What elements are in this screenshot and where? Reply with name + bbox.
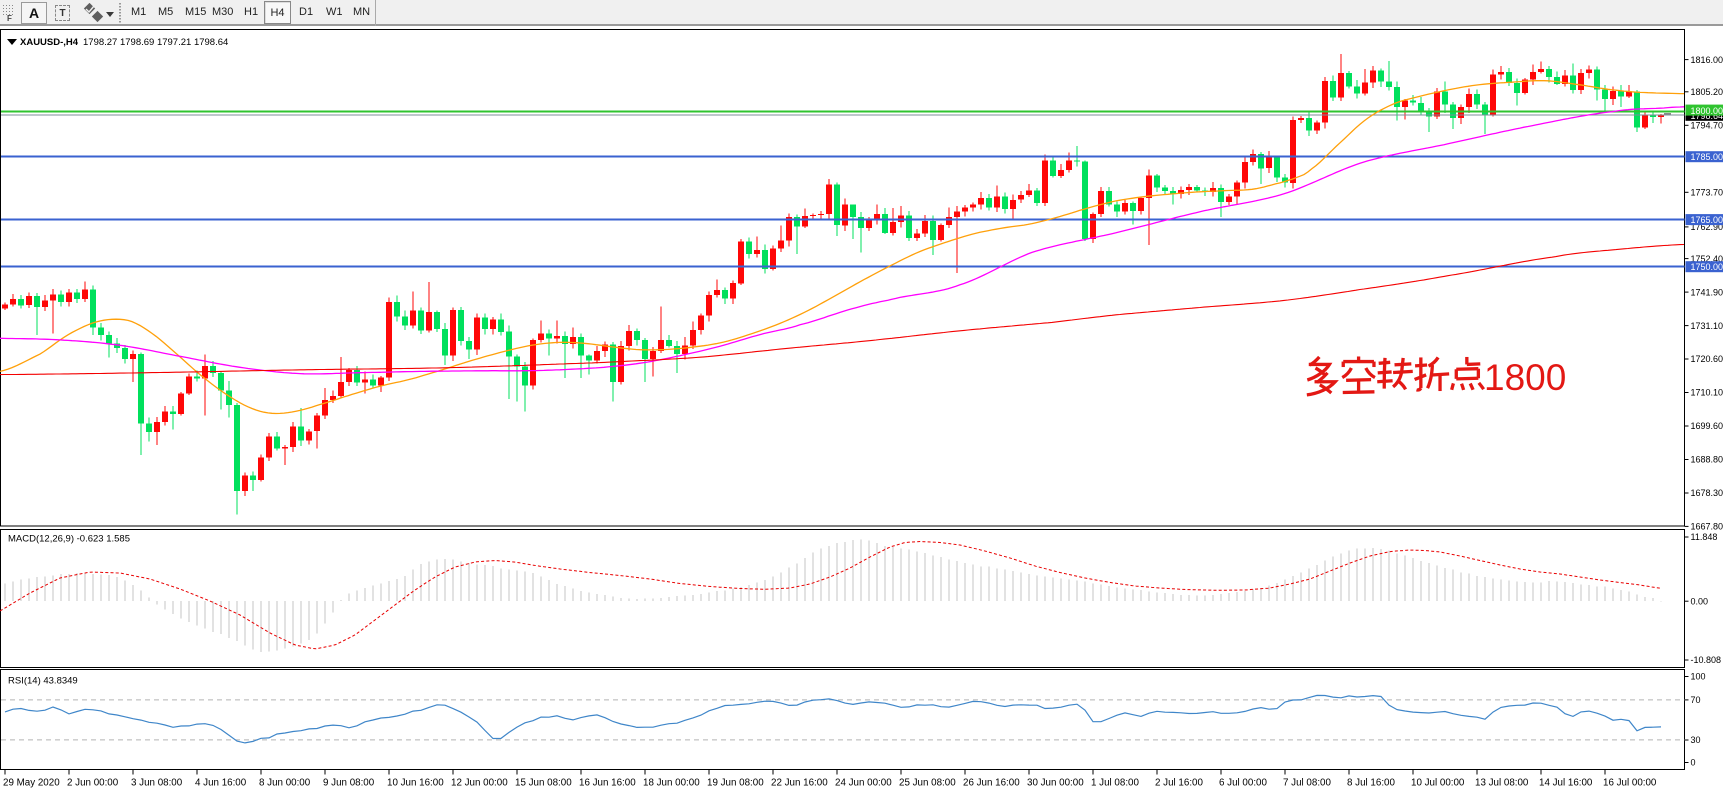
svg-text:2 Jun 00:00: 2 Jun 00:00 — [67, 778, 119, 789]
svg-text:19 Jun 08:00: 19 Jun 08:00 — [707, 778, 764, 789]
svg-text:100: 100 — [1691, 672, 1706, 682]
svg-text:15 Jun 08:00: 15 Jun 08:00 — [515, 778, 572, 789]
svg-text:1667.80: 1667.80 — [1691, 522, 1723, 532]
svg-text:2 Jul 16:00: 2 Jul 16:00 — [1155, 778, 1203, 789]
svg-text:1800: 1800 — [1484, 357, 1566, 398]
svg-text:7 Jul 08:00: 7 Jul 08:00 — [1283, 778, 1331, 789]
svg-text:1699.60: 1699.60 — [1691, 421, 1723, 431]
svg-text:22 Jun 16:00: 22 Jun 16:00 — [771, 778, 828, 789]
svg-text:MACD(12,26,9) -0.623 1.585: MACD(12,26,9) -0.623 1.585 — [8, 534, 130, 545]
svg-text:29 May 2020: 29 May 2020 — [3, 778, 60, 789]
svg-text:-10.808: -10.808 — [1691, 655, 1722, 665]
svg-text:0.00: 0.00 — [1691, 596, 1709, 606]
svg-text:1710.10: 1710.10 — [1691, 388, 1723, 398]
svg-text:14 Jul 16:00: 14 Jul 16:00 — [1539, 778, 1593, 789]
svg-text:18 Jun 00:00: 18 Jun 00:00 — [643, 778, 700, 789]
svg-text:11.848: 11.848 — [1691, 532, 1718, 542]
svg-text:70: 70 — [1691, 695, 1701, 705]
svg-text:30 Jun 00:00: 30 Jun 00:00 — [1027, 778, 1084, 789]
svg-text:1800.00: 1800.00 — [1691, 106, 1723, 116]
svg-text:13 Jul 08:00: 13 Jul 08:00 — [1475, 778, 1529, 789]
svg-text:30: 30 — [1691, 735, 1701, 745]
svg-text:0: 0 — [1691, 758, 1696, 768]
svg-text:1798.27 1798.69 1797.21 1798.6: 1798.27 1798.69 1797.21 1798.64 — [83, 37, 228, 48]
svg-text:1720.60: 1720.60 — [1691, 354, 1723, 364]
svg-text:1688.80: 1688.80 — [1691, 455, 1723, 465]
svg-text:8 Jun 00:00: 8 Jun 00:00 — [259, 778, 311, 789]
svg-text:9 Jun 08:00: 9 Jun 08:00 — [323, 778, 375, 789]
svg-text:1741.90: 1741.90 — [1691, 287, 1723, 297]
svg-text:25 Jun 08:00: 25 Jun 08:00 — [899, 778, 956, 789]
svg-text:1773.70: 1773.70 — [1691, 188, 1723, 198]
svg-text:3 Jun 08:00: 3 Jun 08:00 — [131, 778, 183, 789]
svg-text:24 Jun 00:00: 24 Jun 00:00 — [835, 778, 892, 789]
svg-text:12 Jun 00:00: 12 Jun 00:00 — [451, 778, 508, 789]
svg-text:16 Jul 00:00: 16 Jul 00:00 — [1603, 778, 1657, 789]
svg-text:1731.10: 1731.10 — [1691, 321, 1723, 331]
svg-text:1794.70: 1794.70 — [1691, 121, 1723, 131]
svg-text:XAUUSD-,H4: XAUUSD-,H4 — [20, 37, 79, 48]
svg-text:1750.00: 1750.00 — [1691, 262, 1723, 272]
svg-text:26 Jun 16:00: 26 Jun 16:00 — [963, 778, 1020, 789]
svg-text:1805.20: 1805.20 — [1691, 87, 1723, 97]
svg-text:1678.30: 1678.30 — [1691, 488, 1723, 498]
svg-text:10 Jul 00:00: 10 Jul 00:00 — [1411, 778, 1465, 789]
svg-text:4 Jun 16:00: 4 Jun 16:00 — [195, 778, 247, 789]
svg-text:8 Jul 16:00: 8 Jul 16:00 — [1347, 778, 1395, 789]
svg-text:1765.00: 1765.00 — [1691, 215, 1723, 225]
svg-text:1 Jul 08:00: 1 Jul 08:00 — [1091, 778, 1139, 789]
svg-text:RSI(14) 43.8349: RSI(14) 43.8349 — [8, 676, 78, 687]
svg-text:10 Jun 16:00: 10 Jun 16:00 — [387, 778, 444, 789]
svg-text:1785.00: 1785.00 — [1691, 152, 1723, 162]
svg-text:6 Jul 00:00: 6 Jul 00:00 — [1219, 778, 1267, 789]
svg-text:16 Jun 16:00: 16 Jun 16:00 — [579, 778, 636, 789]
svg-text:1816.00: 1816.00 — [1691, 55, 1723, 65]
